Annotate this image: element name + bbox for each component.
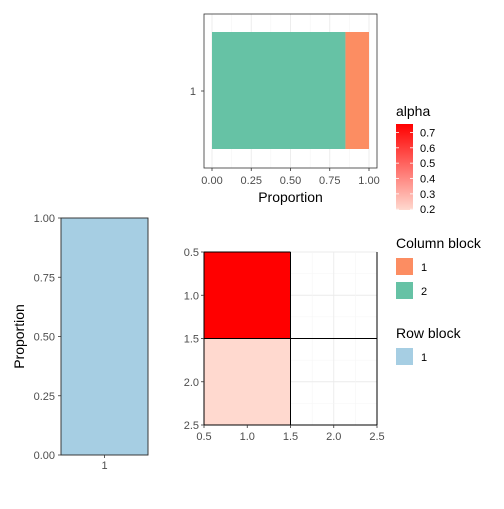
alpha-tick-label: 0.3 — [420, 189, 435, 201]
top-x-axis-title: Proportion — [258, 189, 323, 205]
alpha-colorbar — [396, 124, 413, 210]
left-bar-1 — [60, 217, 149, 456]
heatmap-x-tick-label: 0.5 — [196, 431, 211, 443]
left-ticks: 0.00 0.25 0.50 0.75 1.00 — [34, 213, 61, 462]
top-x-tick-label: 0.75 — [319, 175, 340, 187]
heatmap-ticks: 0.5 1.0 1.5 2.0 2.50.51.01.52.02.5 — [184, 247, 385, 443]
heatmap-y-tick-label: 2.5 — [184, 420, 199, 432]
left-y-tick-label: 1.00 — [34, 213, 55, 225]
left-y-tick-label: 0.00 — [34, 450, 55, 462]
top-bars — [212, 32, 369, 149]
heatmap-y-tick-label: 1.5 — [184, 334, 199, 346]
left-y-tick-label: 0.75 — [34, 272, 55, 284]
left-y-axis-title: Proportion — [11, 304, 27, 369]
row-block-legend: Row block 1 — [396, 325, 462, 365]
top-x-tick-label: 0.50 — [280, 175, 301, 187]
left-y-tick-label: 0.50 — [34, 332, 55, 344]
top-x-tick-label: 0.25 — [241, 175, 262, 187]
top-y-tick-label: 1 — [190, 86, 196, 98]
row-legend-label-1: 1 — [421, 352, 427, 364]
left-y-tick-label: 0.25 — [34, 391, 55, 403]
heatmap-cells — [204, 252, 291, 425]
heatmap-y-tick-label: 2.0 — [184, 377, 199, 389]
top-x-tick-label: 0.00 — [201, 175, 222, 187]
column-legend-key-2 — [396, 282, 413, 299]
alpha-legend-title: alpha — [396, 103, 430, 119]
heatmap-x-tick-label: 1.0 — [240, 431, 255, 443]
column-legend-title: Column block — [396, 235, 482, 251]
top-bar-segment-1 — [345, 32, 369, 149]
heatmap-y-tick-label: 1.0 — [184, 290, 199, 302]
alpha-tick-label: 0.6 — [420, 143, 435, 155]
alpha-tick-label: 0.5 — [420, 158, 435, 170]
top-proportion-chart: 0.00 0.25 0.50 0.75 1.00 1 Proportion — [190, 13, 380, 205]
heatmap-y-tick-label: 0.5 — [184, 247, 199, 259]
column-legend-key-1 — [396, 258, 413, 275]
column-legend-label-2: 2 — [421, 286, 427, 298]
left-proportion-chart: 0.00 0.25 0.50 0.75 1.00 1 Proportion — [11, 213, 149, 472]
top-ticks: 0.00 0.25 0.50 0.75 1.00 — [201, 168, 380, 187]
column-legend-label-1: 1 — [421, 262, 427, 274]
heatmap-chart: 0.5 1.0 1.5 2.0 2.50.51.01.52.02.5 — [184, 247, 385, 443]
heatmap-x-tick-label: 1.5 — [283, 431, 298, 443]
heatmap-cell-1 — [204, 252, 291, 339]
heatmap-x-tick-label: 2.5 — [369, 431, 384, 443]
heatmap-cell-2 — [204, 338, 291, 425]
heatmap-x-tick-label: 2.0 — [326, 431, 341, 443]
alpha-legend: alpha 0.7 0.6 0.5 0.4 0.3 0.2 — [396, 103, 435, 216]
alpha-tick-label: 0.4 — [420, 174, 435, 186]
left-bars — [60, 217, 149, 456]
column-block-legend: Column block 1 2 — [396, 235, 482, 299]
alpha-tick-label: 0.2 — [420, 204, 435, 216]
top-bar-segment-2 — [212, 32, 346, 149]
top-x-tick-label: 1.00 — [358, 175, 379, 187]
alpha-tick-label: 0.7 — [420, 127, 435, 139]
row-legend-key-1 — [396, 348, 413, 365]
row-legend-title: Row block — [396, 325, 462, 341]
left-x-tick-label: 1 — [101, 460, 107, 472]
alpha-legend-ticks: 0.7 0.6 0.5 0.4 0.3 0.2 — [396, 127, 435, 216]
